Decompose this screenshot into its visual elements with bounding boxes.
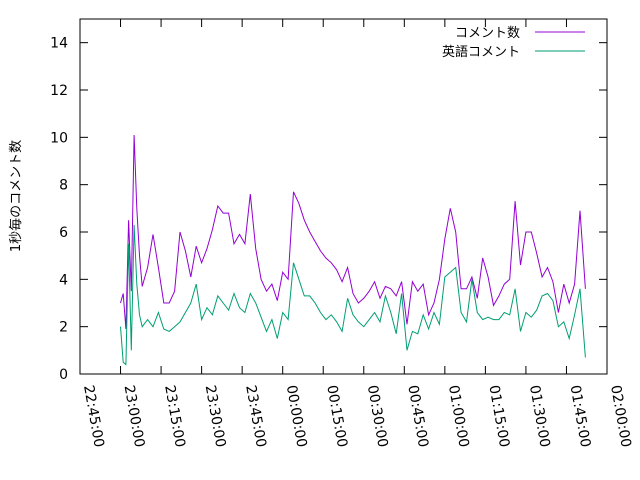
x-tick-label: 23:00:00 xyxy=(121,384,148,449)
x-tick-label: 22:45:00 xyxy=(80,384,107,449)
x-tick-label: 01:00:00 xyxy=(445,384,472,449)
series-line-1 xyxy=(120,224,586,366)
y-tick-label: 14 xyxy=(50,36,68,52)
x-tick-label: 23:15:00 xyxy=(161,384,188,449)
y-tick-label: 12 xyxy=(50,83,68,99)
x-tick-label: 01:15:00 xyxy=(485,384,512,449)
legend-label: 英語コメント xyxy=(442,44,520,60)
y-tick-label: 4 xyxy=(59,272,68,288)
x-axis: 22:45:00 23:00:00 23:15:00 23:30:00 23:45:00… xyxy=(79,19,634,449)
x-tick-label: 01:45:00 xyxy=(567,384,594,449)
x-tick-label: 23:30:00 xyxy=(202,384,229,449)
plot-border xyxy=(79,18,608,375)
x-tick-label: 00:30:00 xyxy=(364,384,391,449)
x-tick-label: 02:00:00 xyxy=(607,384,634,449)
y-tick-label: 8 xyxy=(59,178,68,194)
series-line-0 xyxy=(120,134,586,330)
y-tick-label: 0 xyxy=(59,367,68,383)
y-axis: 0 2 4 6 8 10 12 14 xyxy=(50,36,607,383)
legend-label: コメント数 xyxy=(455,26,520,41)
series-lines xyxy=(120,134,586,366)
x-tick-label: 01:30:00 xyxy=(526,384,553,449)
x-tick-label: 23:45:00 xyxy=(242,384,269,449)
y-tick-label: 6 xyxy=(59,225,68,241)
x-tick-label: 00:15:00 xyxy=(323,384,350,449)
x-tick-label: 00:00:00 xyxy=(283,384,310,449)
y-tick-label: 10 xyxy=(50,130,68,146)
x-tick-label: 00:45:00 xyxy=(404,384,431,449)
y-tick-label: 2 xyxy=(59,320,68,336)
y-axis-label: 1秒毎のコメント数 xyxy=(8,140,24,252)
